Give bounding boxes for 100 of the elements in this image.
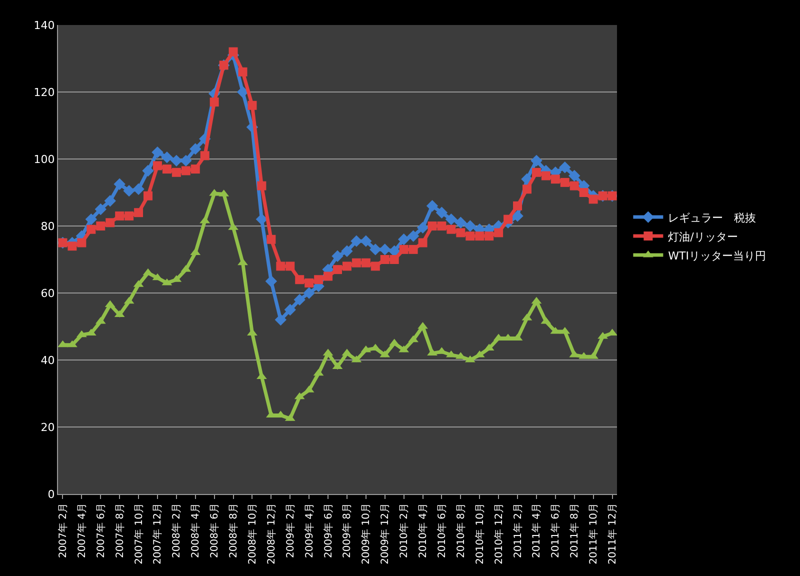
y-tick-label: 0	[48, 488, 55, 501]
x-tick-label: 2010年 2月	[398, 503, 410, 558]
point	[132, 183, 144, 195]
point	[559, 162, 571, 174]
point	[170, 154, 182, 167]
point	[350, 235, 362, 247]
point	[124, 211, 134, 220]
point	[162, 164, 172, 174]
point	[134, 208, 144, 218]
point	[68, 242, 77, 251]
point	[180, 154, 192, 167]
point	[286, 262, 295, 271]
point	[256, 213, 268, 226]
point	[532, 168, 541, 177]
point	[484, 232, 494, 241]
point	[550, 174, 560, 184]
point	[418, 238, 428, 248]
x-tick-label: 2008年 12月	[265, 503, 278, 564]
point	[190, 143, 202, 155]
x-tick-label: 2007年 8月	[114, 503, 126, 558]
point	[295, 275, 304, 284]
point	[85, 213, 98, 226]
point	[570, 181, 579, 190]
point	[314, 275, 324, 284]
x-tick-label: 2011年 4月	[530, 503, 543, 558]
point	[67, 340, 78, 348]
x-tick-label: 2008年 8月	[228, 503, 240, 558]
point	[324, 272, 333, 281]
point	[428, 222, 437, 230]
point	[579, 188, 588, 197]
point	[303, 287, 315, 299]
x-tick-label: 2010年 4月	[417, 503, 430, 558]
point	[333, 265, 342, 274]
point	[437, 222, 446, 230]
point	[380, 255, 390, 264]
y-tick-label: 80	[40, 220, 55, 233]
point	[416, 222, 429, 234]
x-tick-label: 2008年 4月	[190, 503, 202, 558]
point	[399, 244, 408, 254]
point	[304, 278, 314, 288]
point	[494, 228, 504, 238]
point	[398, 234, 410, 246]
point	[115, 211, 124, 220]
point	[200, 151, 210, 160]
point	[407, 230, 420, 242]
x-tick-label: 2011年 12月	[606, 503, 619, 564]
x-tick-label: 2010年 10月	[474, 503, 486, 564]
point	[370, 244, 382, 256]
y-tick-label: 20	[40, 420, 55, 434]
point	[456, 228, 466, 238]
point	[152, 146, 164, 158]
point	[513, 201, 522, 210]
point	[390, 255, 399, 264]
point	[266, 234, 276, 244]
point	[352, 258, 361, 268]
x-tick-label: 2007年 4月	[76, 503, 88, 558]
point	[248, 100, 257, 110]
x-tick-label: 2009年 6月	[322, 503, 334, 558]
x-tick-label: 2010年 8月	[454, 503, 467, 558]
x-tick-label: 2008年 2月	[170, 503, 183, 558]
point	[77, 238, 86, 248]
x-tick-label: 2008年 10月	[246, 503, 258, 564]
point	[332, 250, 344, 262]
point	[152, 161, 162, 170]
point	[123, 184, 135, 197]
point	[464, 220, 476, 232]
point	[379, 244, 391, 256]
point	[530, 154, 542, 167]
point	[276, 262, 286, 271]
x-tick-label: 2009年 2月	[284, 503, 296, 558]
point	[106, 218, 115, 228]
point	[560, 178, 570, 187]
point	[96, 222, 106, 230]
point	[522, 184, 532, 194]
point	[144, 191, 153, 200]
x-tick-label: 2011年 8月	[568, 503, 581, 558]
x-tick-label: 2009年 8月	[341, 503, 354, 558]
point	[504, 214, 513, 224]
point	[274, 314, 286, 326]
x-tick-label: 2007年 10月	[132, 503, 145, 564]
point	[588, 194, 598, 204]
point	[172, 168, 181, 177]
x-tick-label: 2010年 12月	[492, 503, 505, 564]
y-tick-label: 120	[34, 86, 55, 99]
x-tick-label: 2008年 6月	[208, 503, 221, 558]
x-tick-label: 2011年 2月	[512, 503, 524, 558]
point	[238, 67, 248, 76]
point	[210, 98, 219, 107]
point	[568, 170, 580, 182]
y-tick-label: 140	[34, 18, 55, 32]
legend-label: 灯油/リッター	[668, 230, 738, 244]
point	[114, 178, 126, 190]
x-tick-label: 2007年 12月	[152, 503, 164, 564]
y-tick-label: 100	[34, 152, 55, 166]
point	[445, 213, 458, 226]
point	[466, 232, 475, 241]
x-tick-label: 2010年 6月	[436, 503, 448, 558]
point	[446, 224, 456, 234]
point	[341, 245, 353, 257]
legend-label: WTIリッター当り円	[668, 249, 766, 262]
